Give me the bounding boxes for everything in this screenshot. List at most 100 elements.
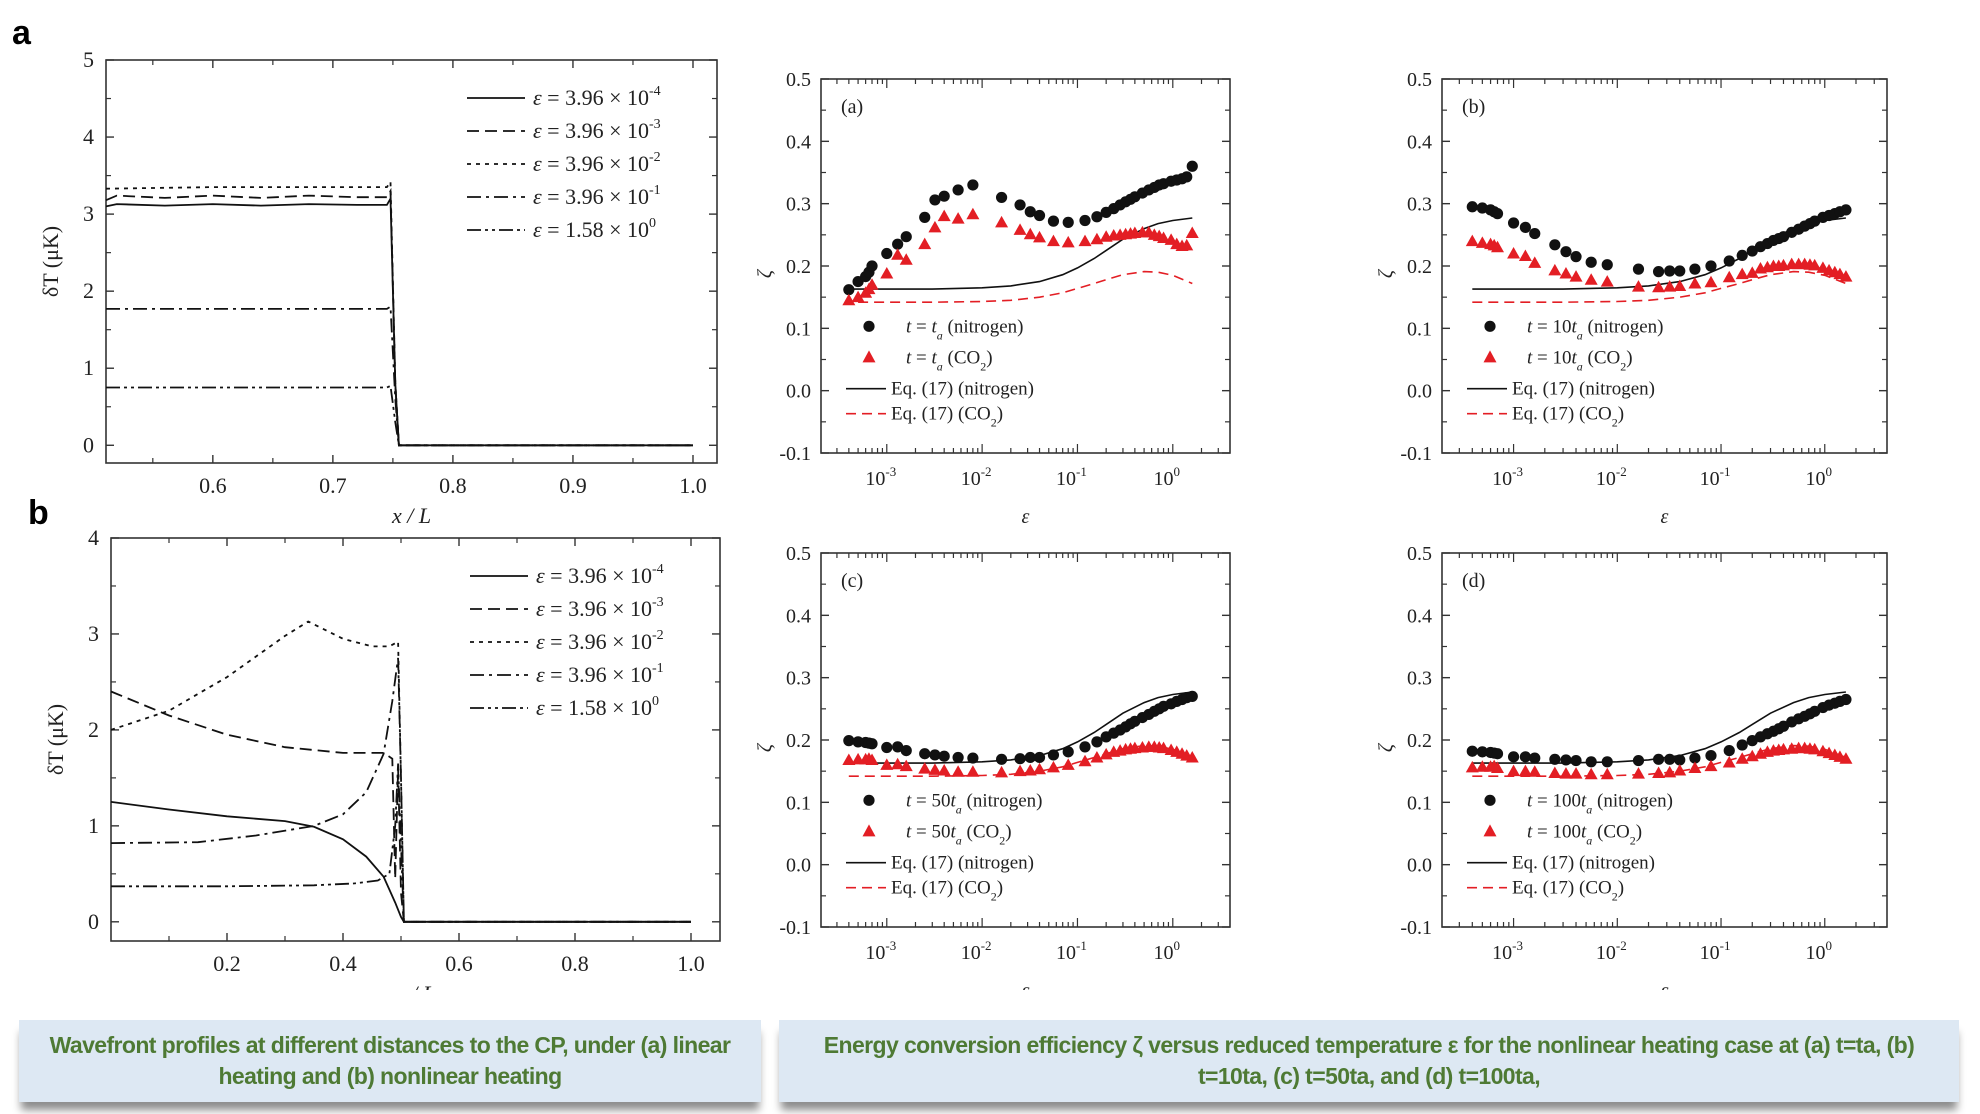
nitrogen-point <box>929 194 941 206</box>
co2-point <box>1528 765 1542 777</box>
co2-point <box>1688 761 1702 774</box>
y-tick-label: 5 <box>83 47 94 72</box>
nitrogen-point <box>1549 239 1561 251</box>
x-tick-label: 100 <box>1806 938 1833 964</box>
co2-point <box>1507 764 1521 777</box>
co2-point <box>1078 754 1092 767</box>
nitrogen-point <box>967 752 979 764</box>
nitrogen-point <box>1777 231 1790 243</box>
y-tick-label: 0.0 <box>1407 855 1432 877</box>
co2-point <box>880 266 894 279</box>
legend-label-2: ε = 3.96 × 10-2 <box>533 150 661 176</box>
y-tick-label: -0.1 <box>779 443 811 465</box>
nitrogen-point <box>1062 746 1074 758</box>
co2-point <box>1745 266 1759 278</box>
y-tick-label: 0.5 <box>786 69 811 91</box>
co2-point <box>1631 767 1645 779</box>
nitrogen-point <box>1570 754 1582 767</box>
co2-point <box>1518 249 1532 262</box>
co2-point <box>1673 279 1687 291</box>
co2-point <box>1090 750 1104 763</box>
co2-point <box>1491 240 1505 253</box>
caption-left-text: Wavefront profiles at different distance… <box>49 1032 731 1089</box>
x-tick-label: 10-3 <box>865 938 896 964</box>
co2-point <box>842 753 856 765</box>
x-tick-label: 0.7 <box>319 473 347 498</box>
nitrogen-point <box>843 284 855 296</box>
nitrogen-point <box>1840 693 1852 706</box>
legend-label-1: t = 50ta (CO2) <box>906 821 1012 847</box>
legend-label-3: Eq. (17) (CO2) <box>891 878 1003 904</box>
nitrogen-point <box>1507 217 1520 229</box>
co2-point <box>1061 235 1075 248</box>
legend-label-1: t = 10ta (CO2) <box>1527 347 1633 373</box>
x-tick-label: 0.6 <box>445 951 473 976</box>
x-tick-label: 0.4 <box>329 951 357 976</box>
y-tick-label: 0.2 <box>1407 730 1432 752</box>
co2-point <box>865 278 879 290</box>
legend-nitrogen-marker <box>863 320 875 332</box>
co2-point <box>1078 234 1092 247</box>
co2-point <box>1033 762 1047 775</box>
nitrogen-point <box>1632 754 1645 767</box>
legend-label-0: t = 10ta (nitrogen) <box>1527 316 1664 342</box>
co2-point <box>1722 755 1736 768</box>
nitrogen-point <box>952 184 964 196</box>
co2-point <box>851 290 865 303</box>
legend-label-1: ε = 3.96 × 10-3 <box>533 117 661 143</box>
x-tick-label: 10-1 <box>1700 938 1731 964</box>
co2-point <box>995 765 1009 778</box>
nitrogen-point <box>881 741 893 754</box>
co2-point <box>1548 263 1562 276</box>
series-line-0 <box>110 801 691 923</box>
co2-point <box>1559 266 1573 279</box>
co2-point <box>1548 766 1562 779</box>
co2-point <box>1185 750 1199 763</box>
co2-point <box>1688 276 1702 289</box>
co2-point <box>1046 234 1060 247</box>
y-tick-label: 0.5 <box>1407 543 1432 565</box>
wavefront-linear-chart: 0.6 0.7 0.8 0.9 1.0 0 1 2 3 4 5 x / L δT (μK) ε = 3.9… <box>38 47 718 528</box>
co2-point <box>1528 256 1542 268</box>
x-tick-label: 10-2 <box>1596 464 1627 490</box>
eq17-co2-curve <box>858 270 1193 304</box>
legend-label-3: ε = 3.96 × 10-1 <box>536 661 664 687</box>
y-tick-label: 0.5 <box>1407 69 1432 91</box>
plot-frame <box>110 537 721 942</box>
y-tick-label: 0.1 <box>1407 792 1432 814</box>
nitrogen-point <box>1079 741 1091 753</box>
nitrogen-point <box>1062 216 1074 228</box>
x-tick-label: 10-1 <box>1056 464 1087 490</box>
co2-point <box>966 765 980 777</box>
nitrogen-point <box>1519 751 1531 763</box>
legend-label-4: ε = 1.58 × 100 <box>533 216 656 242</box>
legend-label-3: ε = 3.96 × 10-1 <box>533 183 661 209</box>
figure-canvas: 0.6 0.7 0.8 0.9 1.0 0 1 2 3 4 5 x / L δT (μK) ε = 3.9… <box>38 47 1888 990</box>
co2-point <box>880 758 894 770</box>
co2-point <box>1559 767 1573 779</box>
nitrogen-point <box>1674 265 1686 277</box>
nitrogen-point <box>938 190 950 202</box>
y-tick-label: 0.4 <box>786 605 811 627</box>
nitrogen-point <box>919 748 931 760</box>
nitrogen-point <box>1705 749 1717 762</box>
legend-label-4: ε = 1.58 × 100 <box>536 694 659 720</box>
x-tick-label: 0.2 <box>213 951 241 976</box>
y-tick-label: 2 <box>88 717 99 742</box>
x-tick-label: 100 <box>1154 464 1181 490</box>
nitrogen-point <box>1585 256 1597 268</box>
nitrogen-point <box>1033 751 1046 764</box>
nitrogen-point <box>1723 255 1735 267</box>
y-tick-label: -0.1 <box>1400 917 1432 939</box>
co2-point <box>1491 761 1505 774</box>
nitrogen-point <box>900 231 912 243</box>
legend-nitrogen-marker <box>1484 794 1496 806</box>
co2-point <box>1023 764 1037 776</box>
y-tick-label: -0.1 <box>1400 443 1432 465</box>
y-tick-label: 3 <box>88 621 99 646</box>
nitrogen-point <box>929 749 941 761</box>
y-tick-label: 0.0 <box>786 855 811 877</box>
co2-point <box>951 212 965 224</box>
zeta-d-chart: 10-3 10-2 10-1 100 -0.1 0.0 0.1 0.2 0.3 0.4 0.5 ε ζ (… <box>1375 543 1888 990</box>
legend-label-2: Eq. (17) (nitrogen) <box>1512 853 1655 874</box>
